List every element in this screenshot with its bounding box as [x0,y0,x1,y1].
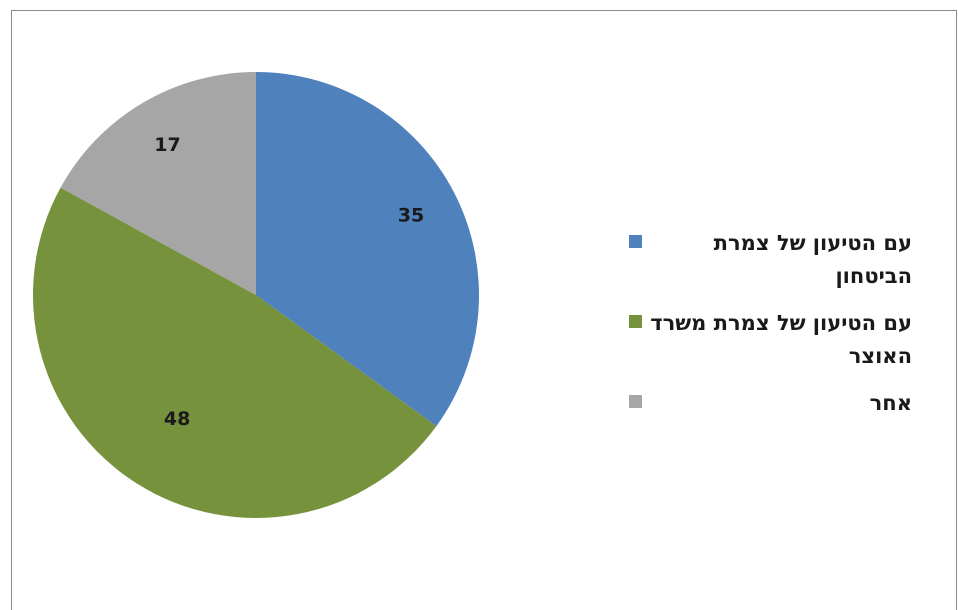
legend-label-treasury: עם הטיעון של צמרת משרד האוצר [650,311,912,368]
legend-swatch-other [629,395,642,408]
legend-item-other: אחר [612,387,912,420]
pie-data-labels: 35 48 17 [154,134,424,430]
data-label-other: 17 [154,134,180,156]
pie-slices [32,72,480,519]
pie-chart: 35 48 17 [32,72,480,519]
legend-item-defense: עם הטיעון של צמרת הביטחון [612,227,912,293]
pie-slice-defense [256,72,480,427]
legend-swatch-treasury [629,315,642,328]
legend-label-defense: עם הטיעון של צמרת הביטחון [713,231,912,288]
legend-item-treasury: עם הטיעון של צמרת משרד האוצר [612,307,912,373]
data-label-treasury: 48 [164,408,190,430]
pie-slice-other [60,72,256,295]
legend-label-other: אחר [869,391,912,415]
pie-slice-treasury [32,187,437,519]
legend-swatch-defense [629,235,642,248]
data-label-defense: 35 [398,205,424,227]
chart-legend: עם הטיעון של צמרת הביטחון עם הטיעון של צ… [612,227,912,434]
